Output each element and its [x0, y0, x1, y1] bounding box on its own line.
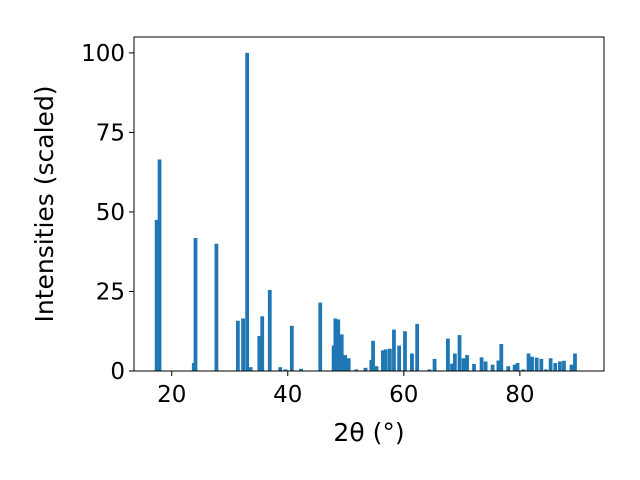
bar-44: [472, 364, 476, 371]
bar-50: [506, 366, 511, 371]
y-tick-label-2: 50: [96, 200, 125, 226]
bar-20: [339, 334, 344, 371]
bar-52: [515, 363, 520, 371]
bar-53: [521, 369, 526, 371]
bar-33: [403, 331, 407, 371]
bar-51: [512, 364, 517, 371]
bar-22: [346, 358, 351, 371]
bar-55: [530, 356, 534, 371]
bar-21: [343, 355, 348, 371]
bar-47: [490, 364, 495, 371]
bar-8: [248, 367, 253, 371]
x-tick-label-3: 80: [505, 382, 534, 408]
bar-29: [383, 349, 388, 371]
bar-15: [299, 368, 303, 371]
bar-7: [245, 52, 250, 372]
bar-45: [479, 357, 484, 371]
x-axis: 20 40 60 80: [157, 371, 535, 408]
y-axis-label: Intensities (scaled): [30, 85, 59, 322]
bar-32: [397, 345, 402, 371]
x-tick-label-0: 20: [157, 382, 186, 408]
bar-24: [363, 367, 368, 371]
bar-14: [289, 325, 294, 371]
bar-19: [336, 319, 341, 371]
bars-group: [154, 52, 577, 372]
bar-39: [450, 363, 454, 371]
bar-28: [381, 350, 385, 371]
plot-area-frame: [133, 36, 605, 372]
bar-26: [371, 340, 375, 371]
bar-30: [388, 348, 392, 371]
bar-54: [526, 353, 531, 371]
bar-1: [157, 159, 162, 371]
bar-35: [415, 323, 420, 371]
x-tick-label-2: 60: [389, 382, 418, 408]
bar-4: [214, 243, 219, 371]
bar-13: [283, 369, 288, 371]
bar-41: [457, 335, 462, 371]
bar-0: [154, 219, 159, 371]
bar-10: [260, 316, 265, 371]
bar-18: [333, 318, 338, 371]
bar-43: [465, 355, 469, 371]
bar-37: [432, 358, 437, 371]
bar-12: [278, 367, 283, 371]
bar-49: [499, 343, 504, 371]
bar-64: [573, 353, 577, 371]
bar-61: [558, 361, 562, 371]
bar-62: [562, 360, 566, 371]
y-tick-label-1: 25: [96, 279, 125, 305]
bar-34: [410, 353, 414, 371]
bar-59: [548, 358, 553, 371]
bar-31: [392, 329, 396, 371]
x-tick-label-1: 40: [273, 382, 302, 408]
bar-36: [427, 369, 432, 371]
bar-6: [241, 318, 245, 371]
bar-63: [569, 364, 574, 371]
bar-57: [539, 358, 544, 371]
bar-38: [446, 338, 450, 371]
y-axis: 0 25 50 75 100: [81, 41, 134, 385]
bar-3: [193, 238, 198, 371]
bar-58: [544, 369, 548, 371]
y-tick-label-4: 100: [81, 41, 125, 67]
bar-16: [318, 302, 323, 371]
y-tick-label-0: 0: [110, 359, 125, 385]
x-axis-label: 2θ (°): [333, 418, 404, 447]
bar-46: [483, 361, 488, 371]
bar-5: [235, 320, 240, 371]
bar-60: [553, 363, 558, 371]
bar-56: [534, 357, 539, 371]
bar-48: [496, 360, 501, 371]
bar-11: [267, 289, 272, 371]
bar-23: [354, 369, 359, 371]
bar-27: [374, 366, 379, 371]
y-tick-label-3: 75: [96, 120, 125, 146]
bar-42: [461, 358, 466, 371]
bar-9: [257, 336, 262, 371]
bar-40: [452, 353, 457, 371]
